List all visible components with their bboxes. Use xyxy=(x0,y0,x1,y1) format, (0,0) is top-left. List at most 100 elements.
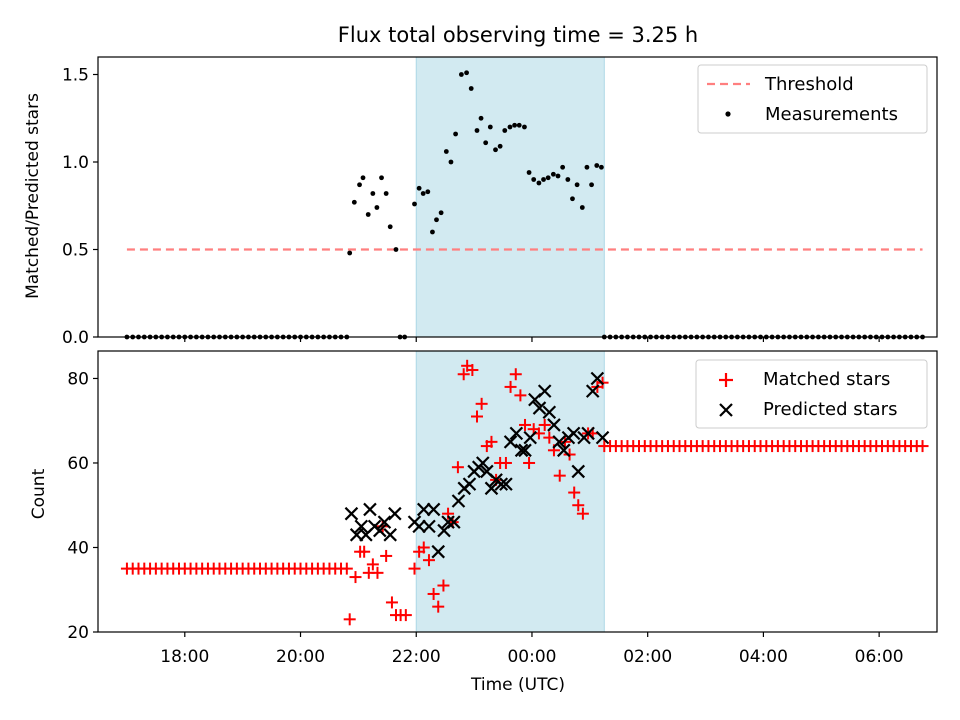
matched-star-marker xyxy=(432,600,445,613)
measurement-point xyxy=(365,212,371,217)
matched-star-marker xyxy=(399,609,412,622)
predicted-star-marker xyxy=(557,443,571,458)
predicted-star-marker-b xyxy=(416,502,431,517)
matched-star-marker xyxy=(523,456,536,469)
predicted-star-marker xyxy=(547,418,561,432)
predicted-stars-markers xyxy=(344,371,610,559)
measurement-point xyxy=(487,124,493,130)
matched-star-marker xyxy=(340,562,353,575)
matched-star-marker xyxy=(422,554,435,567)
predicted-star-marker-b xyxy=(447,515,461,529)
predicted-star-marker xyxy=(447,515,461,529)
predicted-star-marker xyxy=(388,506,402,521)
predicted-star-marker-b xyxy=(509,426,524,441)
measurement-point xyxy=(438,210,444,216)
x-tick-label: 02:00 xyxy=(623,647,672,667)
measurement-point xyxy=(522,124,527,130)
predicted-star-marker-b xyxy=(412,519,426,534)
measurement-point xyxy=(379,175,384,181)
predicted-star-marker-b xyxy=(537,384,552,398)
measurement-point xyxy=(416,185,422,191)
predicted-star-marker-b xyxy=(373,523,387,538)
predicted-star-marker xyxy=(499,477,513,491)
predicted-star-marker-b xyxy=(518,443,532,458)
measurement-point xyxy=(574,182,580,188)
measurement-point xyxy=(536,180,542,186)
measurement-point xyxy=(502,128,508,133)
measurement-point xyxy=(393,247,399,252)
predicted-star-marker-b xyxy=(451,494,466,508)
predicted-star-marker xyxy=(514,443,529,458)
predicted-star-marker-b xyxy=(585,384,600,398)
legend-measurements-label: Measurements xyxy=(765,104,898,125)
predicted-star-marker xyxy=(377,515,392,529)
predicted-star-marker-b xyxy=(344,506,359,521)
measurement-point xyxy=(579,205,585,210)
predicted-star-marker xyxy=(566,426,581,441)
predicted-star-marker-b xyxy=(480,464,494,479)
predicted-star-marker-b xyxy=(590,371,605,386)
predicted-star-marker xyxy=(431,544,446,559)
predicted-star-marker-b xyxy=(514,443,529,458)
predicted-star-marker-b xyxy=(552,435,566,449)
measurement-point xyxy=(565,177,571,182)
x-tick-label: 00:00 xyxy=(507,647,556,667)
predicted-star-marker xyxy=(532,401,547,415)
top-legend-box xyxy=(697,64,928,134)
measurement-point xyxy=(443,149,449,154)
bottom-panel: 20 40 60 80 18:00 20:00 22:00 00:00 02:00 04:00 06… xyxy=(29,350,938,695)
predicted-star-marker xyxy=(383,528,397,542)
top-y-tick-label: 0.0 xyxy=(62,328,89,348)
predicted-star-marker xyxy=(484,481,499,496)
measurement-point xyxy=(458,72,464,77)
bottom-legend-box xyxy=(695,359,928,429)
matched-star-marker xyxy=(371,566,384,579)
measurement-point xyxy=(526,170,532,175)
predicted-star-marker-b xyxy=(377,515,392,529)
matched-star-marker xyxy=(427,587,440,600)
matched-star-marker xyxy=(568,486,581,499)
measurement-point xyxy=(512,122,518,128)
matched-star-marker xyxy=(417,541,430,554)
matched-star-marker xyxy=(543,431,556,444)
bottom-legend: Matched stars Predicted stars xyxy=(695,359,928,429)
matched-star-marker xyxy=(519,418,532,431)
predicted-star-marker-b xyxy=(542,405,557,420)
measurement-point xyxy=(550,171,556,177)
predicted-star-marker xyxy=(344,506,359,521)
predicted-star-marker xyxy=(542,405,557,420)
top-shaded-interval xyxy=(415,56,605,338)
measurement-point xyxy=(420,191,426,196)
predicted-star-marker xyxy=(581,426,595,441)
measurement-point xyxy=(468,86,474,91)
measurement-point xyxy=(351,199,357,205)
measurement-point xyxy=(357,182,362,188)
measurement-point xyxy=(370,191,376,196)
matched-star-marker xyxy=(514,389,527,402)
matched-star-marker xyxy=(485,435,498,448)
predicted-star-marker xyxy=(595,430,610,445)
top-y-tick-label: 1.5 xyxy=(62,66,89,86)
predicted-star-marker-b xyxy=(494,477,509,491)
matched-star-marker xyxy=(916,440,929,453)
x-tick-label: 22:00 xyxy=(392,647,441,667)
bottom-y-tick-label: 20 xyxy=(67,623,89,643)
predicted-star-marker xyxy=(537,384,552,398)
predicted-star-marker xyxy=(585,384,600,398)
x-axis-label: Time (UTC) xyxy=(470,675,565,695)
matched-star-marker xyxy=(509,368,522,381)
top-panel: 0.0 0.5 1.0 1.5 Matched/Predicted stars Thr… xyxy=(23,56,938,348)
predicted-star-marker xyxy=(354,519,369,534)
predicted-star-marker-b xyxy=(388,506,402,521)
measurement-point xyxy=(383,191,389,196)
predicted-star-marker-b xyxy=(484,481,499,496)
bottom-shaded-interval xyxy=(415,350,605,633)
measurement-point xyxy=(599,164,604,170)
measurement-point xyxy=(474,128,480,133)
matched-star-marker xyxy=(466,364,479,377)
predicted-star-marker xyxy=(494,477,509,491)
legend-measurements-swatch xyxy=(725,111,731,117)
predicted-star-marker xyxy=(518,443,532,458)
matched-star-marker xyxy=(408,562,421,575)
